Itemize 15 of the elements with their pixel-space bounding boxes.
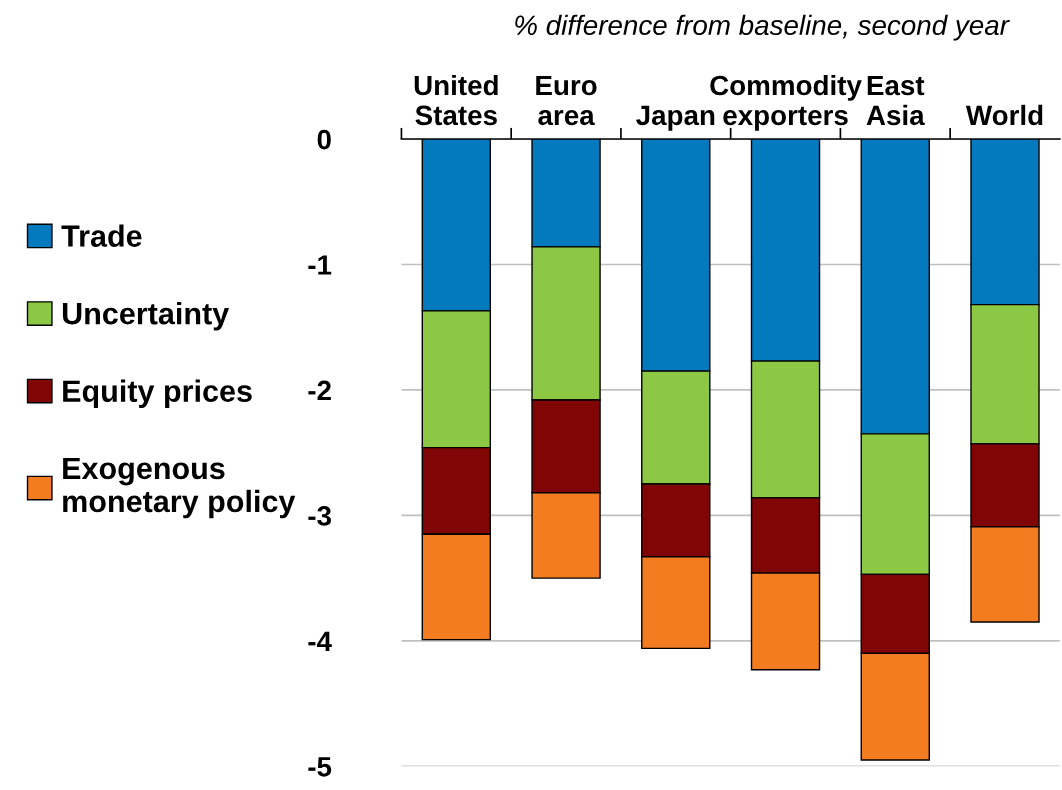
x-tick-label: Euro area [536, 75, 597, 126]
y-tick-label: -5 [308, 757, 332, 777]
y-tick-label: -3 [308, 506, 331, 526]
x-tick-label: East Asia [866, 75, 925, 126]
y-tick-label: 0 [317, 129, 331, 150]
y-tick-label: -1 [308, 255, 332, 275]
y-tick-label: -2 [308, 380, 331, 401]
y-tick-label: -4 [308, 631, 332, 651]
x-tick-label: World [965, 104, 1043, 126]
chart-subtitle: % difference from baseline, second year [515, 14, 1010, 41]
legend-label: Uncertainty [62, 302, 230, 331]
x-tick-label: United States [414, 74, 498, 126]
legend-label: Exogenous monetary policy [63, 457, 296, 519]
legend-label: Equity prices [63, 379, 252, 409]
legend-label: Trade [61, 224, 142, 247]
